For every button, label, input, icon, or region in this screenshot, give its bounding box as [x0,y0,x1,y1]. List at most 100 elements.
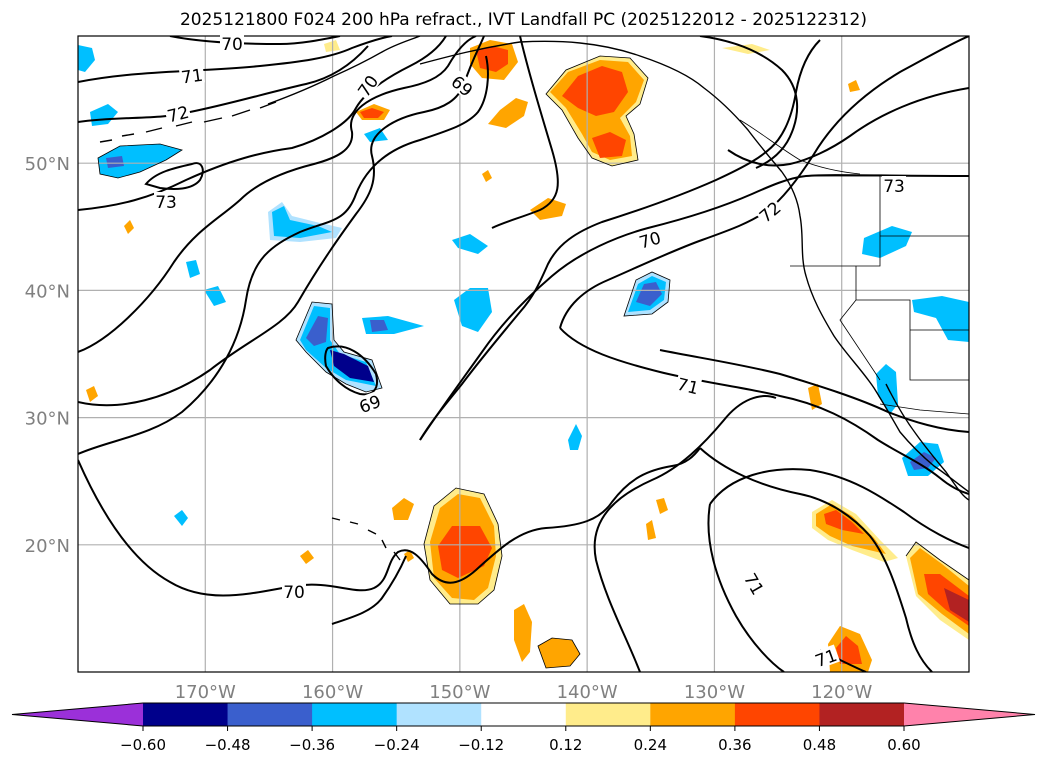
contour-label: 70 [283,583,305,603]
colorbar-segment [396,703,482,726]
fill-negative-patch [370,320,388,332]
border-alaska-canada [739,119,861,175]
fill-negative-patch [454,288,492,332]
outline [97,143,183,179]
fill-positive-patch [86,386,98,402]
contour-line [699,447,933,672]
fill-negative-patch [106,156,124,168]
colorbar-segment [650,703,736,726]
colorbar-tick-label: 0.36 [718,736,751,754]
fill-positive-patch [392,498,414,520]
fill-positive-patch [656,498,668,514]
outline [623,271,671,317]
contour-line [659,349,969,433]
coastline-alaska [267,36,421,105]
contour-line [419,39,821,441]
coastline-north-america [781,171,969,493]
fill-positive-patch [514,604,532,662]
fill-negative-patch [78,45,95,72]
coastlines [99,36,969,561]
fill-positive-patch [646,520,656,540]
longitude-tick-label: 170°W [175,682,236,703]
border-state-lines [790,176,969,381]
coastline-hawaii [331,517,401,561]
fill-positive-patch [530,198,566,220]
fill-positive-patch [124,220,134,234]
contour-line [699,36,799,169]
fill-negative-patch [910,452,936,470]
outline [905,541,969,581]
outline [295,301,383,393]
fill-negative-patch [186,260,200,278]
fill-negative-patch [452,234,488,254]
contour-line [78,36,485,407]
map-background [78,36,969,672]
longitude-tick-label: 140°W [557,682,618,703]
fill-positive-patch [300,550,314,564]
colorbar-segment [312,703,398,726]
colorbar-tick-label: 0.12 [549,736,582,754]
contour-line [78,45,369,123]
fill-negative-patch [568,424,582,450]
contour-label: 71 [180,66,204,89]
contour-line [593,395,777,672]
contour-line [78,36,477,353]
fill-negative-patch [876,364,898,414]
outline [423,487,503,605]
contour-line [78,55,489,455]
colorbar-tick-label: −0.24 [374,736,420,754]
latitude-labels: 50°N 40°N 30°N 20°N [25,154,70,557]
colorbar-segment [565,703,651,726]
contour-line [709,468,969,549]
latitude-tick-label: 30°N [25,409,70,430]
coastline-aleutians [99,101,277,143]
contour-label: 70 [221,35,243,55]
fill-positive-patch [488,98,528,128]
colorbar: −0.60 −0.48 −0.36 −0.24 −0.12 0.12 0.24 0.36 0.4… [11,702,1036,754]
colorbar-segment [734,703,820,726]
colorbar-tick-label: −0.36 [289,736,335,754]
fill-positive-patch [592,132,626,158]
fill-positive-patch [848,80,860,92]
fill-negative-patch [272,206,332,238]
fill-negative-patch [306,316,328,346]
colorbar-tick-label: 0.48 [803,736,836,754]
fill-negative-patch [330,350,374,382]
coastline-alaska-gulf [419,40,783,173]
border-us-mexico [879,403,969,415]
fill-negative-patch [174,510,188,526]
fill-positive-patch [562,66,628,116]
contour-line [559,327,969,495]
anomaly-outlines [97,55,969,669]
outline [545,55,649,167]
longitude-labels: 170°W 160°W 150°W 140°W 130°W 120°W [175,682,873,703]
map-title: 2025121800 F024 200 hPa refract., IVT La… [179,10,867,30]
contour-label: 73 [883,177,905,197]
longitude-tick-label: 160°W [302,682,363,703]
fill-positive-patch [360,108,384,118]
colorbar-extend-high [904,703,1035,726]
fill-positive-patch [836,636,862,664]
colorbar-tick-label: −0.12 [458,736,504,754]
map-frame [77,35,970,673]
fill-negative-patch [862,226,912,258]
contour-line [324,345,378,396]
fill-negative-patch [98,144,182,178]
fill-negative-patch [912,296,969,342]
contour-line [78,36,393,83]
colorbar-segment [481,703,567,726]
colorbar-tick-label: 0.60 [887,736,920,754]
contour-label-group: 70 71 72 73 69 70 70 72 71 73 69 71 70 7… [154,34,906,672]
fill-positive-patch [824,510,864,534]
colorbar-tick-label: −0.60 [120,736,166,754]
colorbar-tick-label: −0.48 [205,736,251,754]
longitude-tick-label: 120°W [811,682,872,703]
fill-positive-patch [438,526,492,578]
fill-positive-patch [722,44,770,54]
longitude-tick-label: 150°W [429,682,490,703]
political-borders [739,119,969,415]
fill-positive-patch [538,638,580,668]
contour-line [727,87,969,167]
fill-negative-patch [636,282,662,306]
